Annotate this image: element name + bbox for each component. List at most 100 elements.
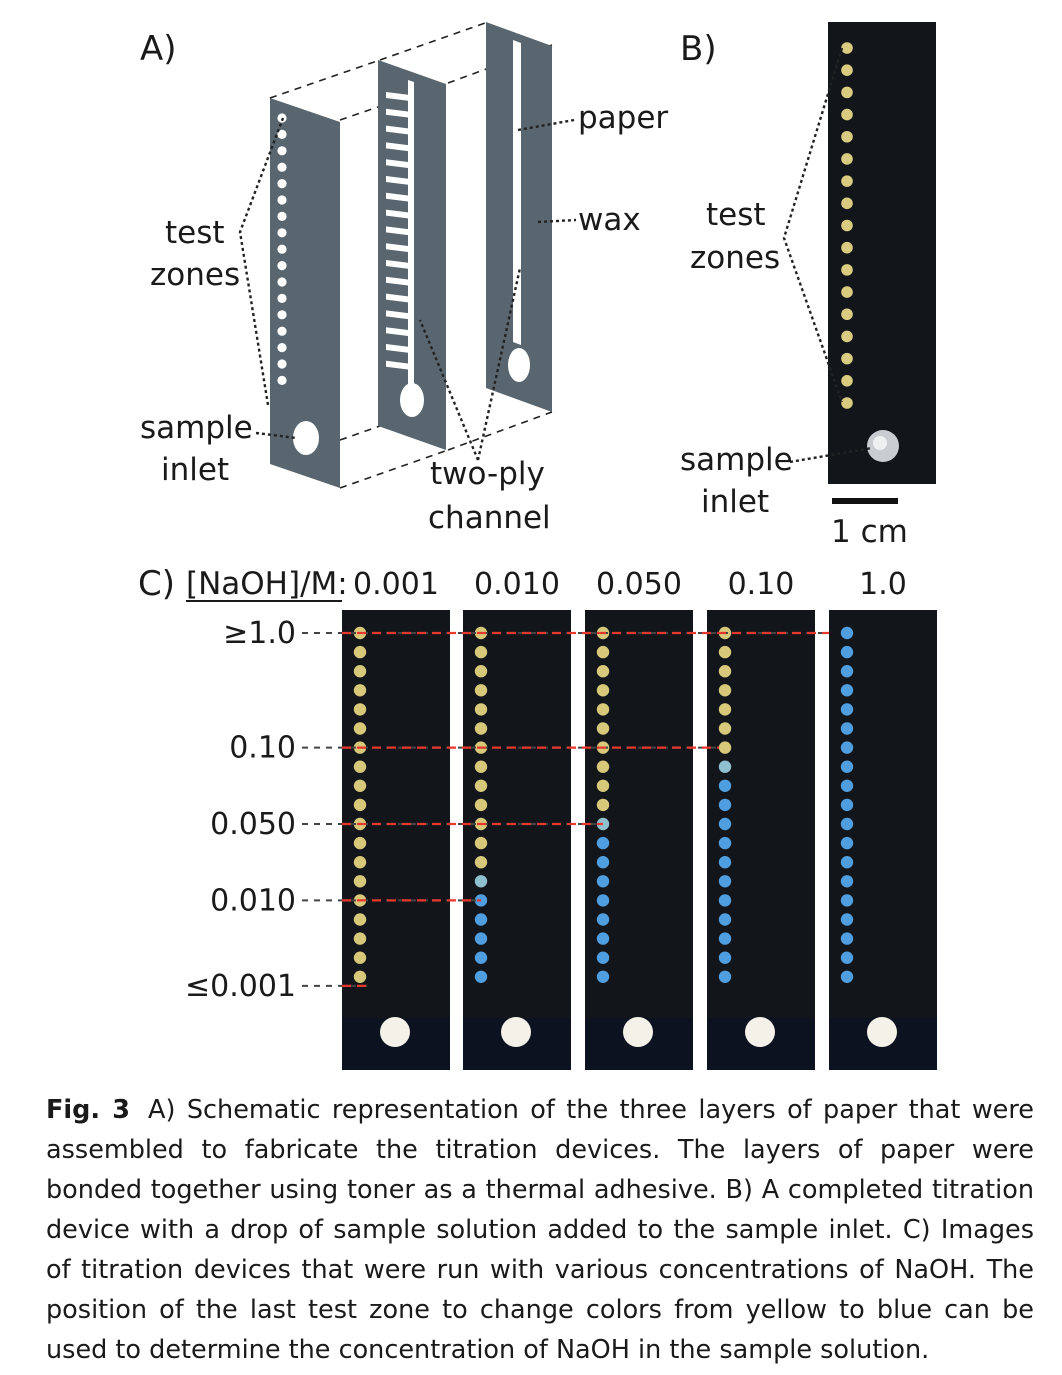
yellow-test-zone: [353, 779, 367, 792]
blue-test-zone: [840, 932, 854, 945]
channel-branch: [386, 142, 410, 152]
yellow-test-zone: [596, 798, 610, 812]
blue-test-zone: [840, 817, 854, 831]
panel-b-callout-lines: [782, 47, 873, 464]
sample-inlet-label: inlet: [701, 484, 769, 520]
yellow-test-zone: [596, 665, 610, 678]
sample-inlet-label: sample: [140, 410, 253, 446]
test-zones-label: test: [165, 215, 225, 251]
caption-text: A) Schematic representation of the three…: [46, 1095, 1034, 1365]
blue-test-zone: [718, 932, 732, 945]
blue-test-zone: [840, 703, 854, 716]
channel-branch: [386, 159, 410, 169]
sample-inlet: [501, 1017, 531, 1047]
yellow-test-zone: [353, 875, 367, 888]
blue-test-zone: [840, 856, 854, 869]
level-label: ≤0.001: [185, 969, 296, 1004]
yellow-test-zone: [353, 684, 367, 697]
test-zone-dot: [841, 219, 853, 232]
paper-label: paper: [578, 100, 668, 136]
yellow-test-zone: [718, 741, 732, 754]
test-zone-dot: [277, 129, 287, 139]
blue-test-zone: [718, 836, 732, 850]
channel-branch: [386, 260, 410, 269]
concentration-label: 0.10: [728, 567, 795, 602]
blue-test-zone: [474, 913, 488, 926]
channel-branch: [386, 176, 410, 185]
blue-test-zone: [596, 856, 610, 869]
blue-test-zone: [718, 760, 732, 773]
sample-inlet: [380, 1017, 410, 1047]
blue-test-zone: [840, 779, 854, 792]
test-zone-dot: [277, 228, 287, 238]
blue-test-zone: [840, 684, 854, 697]
test-zone-dot: [841, 264, 853, 276]
yellow-test-zone: [474, 760, 488, 773]
test-zone-dot: [841, 175, 853, 187]
blue-test-zone: [718, 875, 732, 888]
test-zone-dot: [841, 197, 853, 210]
test-zone-dot: [277, 211, 287, 221]
test-zone-dot: [277, 146, 287, 156]
blue-test-zone: [718, 798, 732, 812]
test-zone-dot: [277, 293, 287, 303]
layer-test-zones: [270, 98, 340, 488]
blue-test-zone: [840, 722, 854, 735]
test-zone-dot: [841, 330, 853, 343]
blue-test-zone: [596, 894, 610, 907]
test-zone-dot: [277, 261, 287, 271]
blue-test-zone: [840, 798, 854, 812]
wax-label: wax: [578, 202, 641, 238]
concentration-label: 0.010: [474, 567, 560, 602]
yellow-test-zone: [353, 665, 367, 678]
yellow-test-zone: [474, 665, 488, 678]
test-zone-dot: [841, 86, 853, 99]
titration-device: [342, 610, 450, 1070]
yellow-test-zone: [474, 779, 488, 792]
two-ply-channel-label: channel: [428, 500, 551, 536]
titration-device: [829, 610, 937, 1070]
yellow-test-zone: [718, 665, 732, 678]
channel-branch: [386, 192, 410, 202]
yellow-test-zone: [353, 951, 367, 964]
blue-test-zone: [474, 932, 488, 945]
level-label: ≥1.0: [223, 616, 296, 651]
scale-bar-label: 1 cm: [831, 514, 908, 550]
layer-branched-channel: [378, 60, 446, 450]
two-ply-channel-label: two-ply: [430, 456, 545, 492]
figure-caption: Fig. 3 A) Schematic representation of the…: [46, 1090, 1034, 1370]
yellow-test-zone: [718, 722, 732, 735]
panel-a: A): [140, 21, 668, 536]
yellow-test-zone: [474, 684, 488, 697]
titration-device: [585, 610, 693, 1070]
yellow-test-zone: [353, 913, 367, 926]
test-zone-dot: [277, 375, 287, 385]
test-zone-dot: [841, 153, 853, 165]
titration-device: [707, 610, 815, 1070]
level-guide-lines: [302, 631, 829, 988]
panel-a-label: A): [140, 29, 177, 69]
yellow-test-zone: [596, 684, 610, 697]
yellow-test-zone: [596, 760, 610, 773]
test-zone-dot: [277, 244, 287, 254]
channel-branch: [386, 276, 410, 286]
blue-test-zone: [840, 836, 854, 850]
blue-test-zone: [596, 932, 610, 945]
yellow-test-zone: [718, 645, 732, 659]
test-zone-dot: [277, 179, 287, 189]
yellow-test-zone: [474, 703, 488, 716]
caption-label: Fig. 3: [46, 1095, 131, 1125]
blue-test-zone: [596, 970, 610, 983]
sample-inlet: [745, 1017, 775, 1047]
blue-test-zone: [474, 875, 488, 888]
device-test-zones: [841, 42, 853, 409]
yellow-test-zone: [353, 645, 367, 659]
channel-branch: [386, 310, 410, 320]
yellow-test-zone: [353, 798, 367, 812]
test-zone-dot: [841, 64, 853, 76]
channel-branch: [386, 108, 410, 118]
sample-inlet-label: inlet: [161, 452, 229, 488]
blue-test-zone: [840, 951, 854, 964]
channel-branch: [386, 226, 410, 236]
blue-test-zone: [596, 875, 610, 888]
